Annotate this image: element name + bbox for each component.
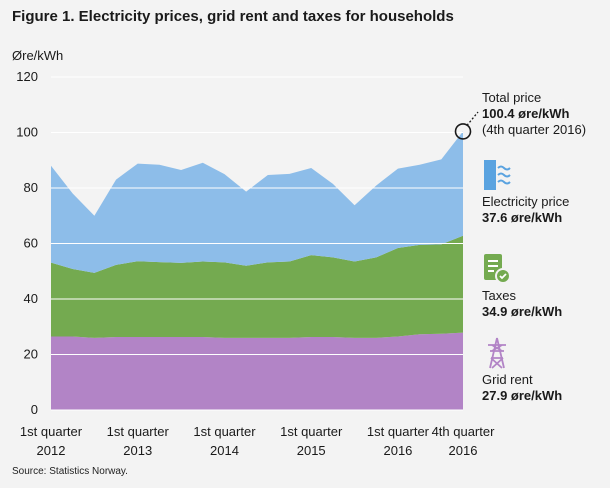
total-price-annotation: Total price 100.4 øre/kWh (4th quarter 2… [482,90,586,137]
x-tick-label-year: 2016 [449,443,478,458]
chart-title: Figure 1. Electricity prices, grid rent … [12,8,454,25]
legend-grid-rent-value: 27.9 øre/kWh [482,388,563,403]
x-tick-label-year: 2014 [210,443,239,458]
legend-taxes: Taxes 34.9 øre/kWh [482,288,562,320]
source-note: Source: Statistics Norway. [12,466,128,477]
y-tick-label-40: 40 [24,291,38,306]
x-tick-label: 1st quarter [107,424,170,439]
total-price-value: 100.4 øre/kWh [482,106,569,121]
total-price-label: Total price [482,90,541,105]
x-tick-label-year: 2015 [297,443,326,458]
x-tick-label-year: 2012 [37,443,66,458]
y-tick-label-60: 60 [24,236,38,251]
area-taxes [51,235,463,338]
x-tick-label: 1st quarter [20,424,83,439]
y-tick-label-0: 0 [31,402,38,417]
plot-area: 0 20 40 60 80 100 120 1st quarter 2012 1st quarte… [16,69,495,458]
area-electricity-price [51,131,463,273]
legend-electricity-value: 37.6 øre/kWh [482,210,563,225]
x-tick-label-year: 2013 [123,443,152,458]
x-tick-label: 1st quarter [280,424,343,439]
total-leader-line [466,111,479,126]
legend-grid-rent: Grid rent 27.9 øre/kWh [482,372,562,404]
legend-electricity-label: Electricity price [482,194,570,209]
x-tick-label: 1st quarter [193,424,256,439]
taxes-icon [484,254,511,284]
legend-electricity: Electricity price 37.6 øre/kWh [482,194,569,226]
x-tick-label: 4th quarter [432,424,496,439]
legend-grid-rent-label: Grid rent [482,372,533,387]
y-tick-label-120: 120 [16,69,38,84]
area-grid-rent [51,332,463,410]
legend-taxes-label: Taxes [482,288,516,303]
total-price-period: (4th quarter 2016) [482,122,586,137]
y-tick-label-100: 100 [16,125,38,140]
electricity-icon [484,160,511,190]
grid-pylon-icon [488,337,506,369]
y-tick-label-80: 80 [24,180,38,195]
y-axis-label: Øre/kWh [12,48,63,63]
y-tick-label-20: 20 [24,347,38,362]
x-tick-label: 1st quarter [367,424,430,439]
x-tick-label-year: 2016 [383,443,412,458]
legend-taxes-value: 34.9 øre/kWh [482,304,563,319]
total-marker [454,123,472,140]
